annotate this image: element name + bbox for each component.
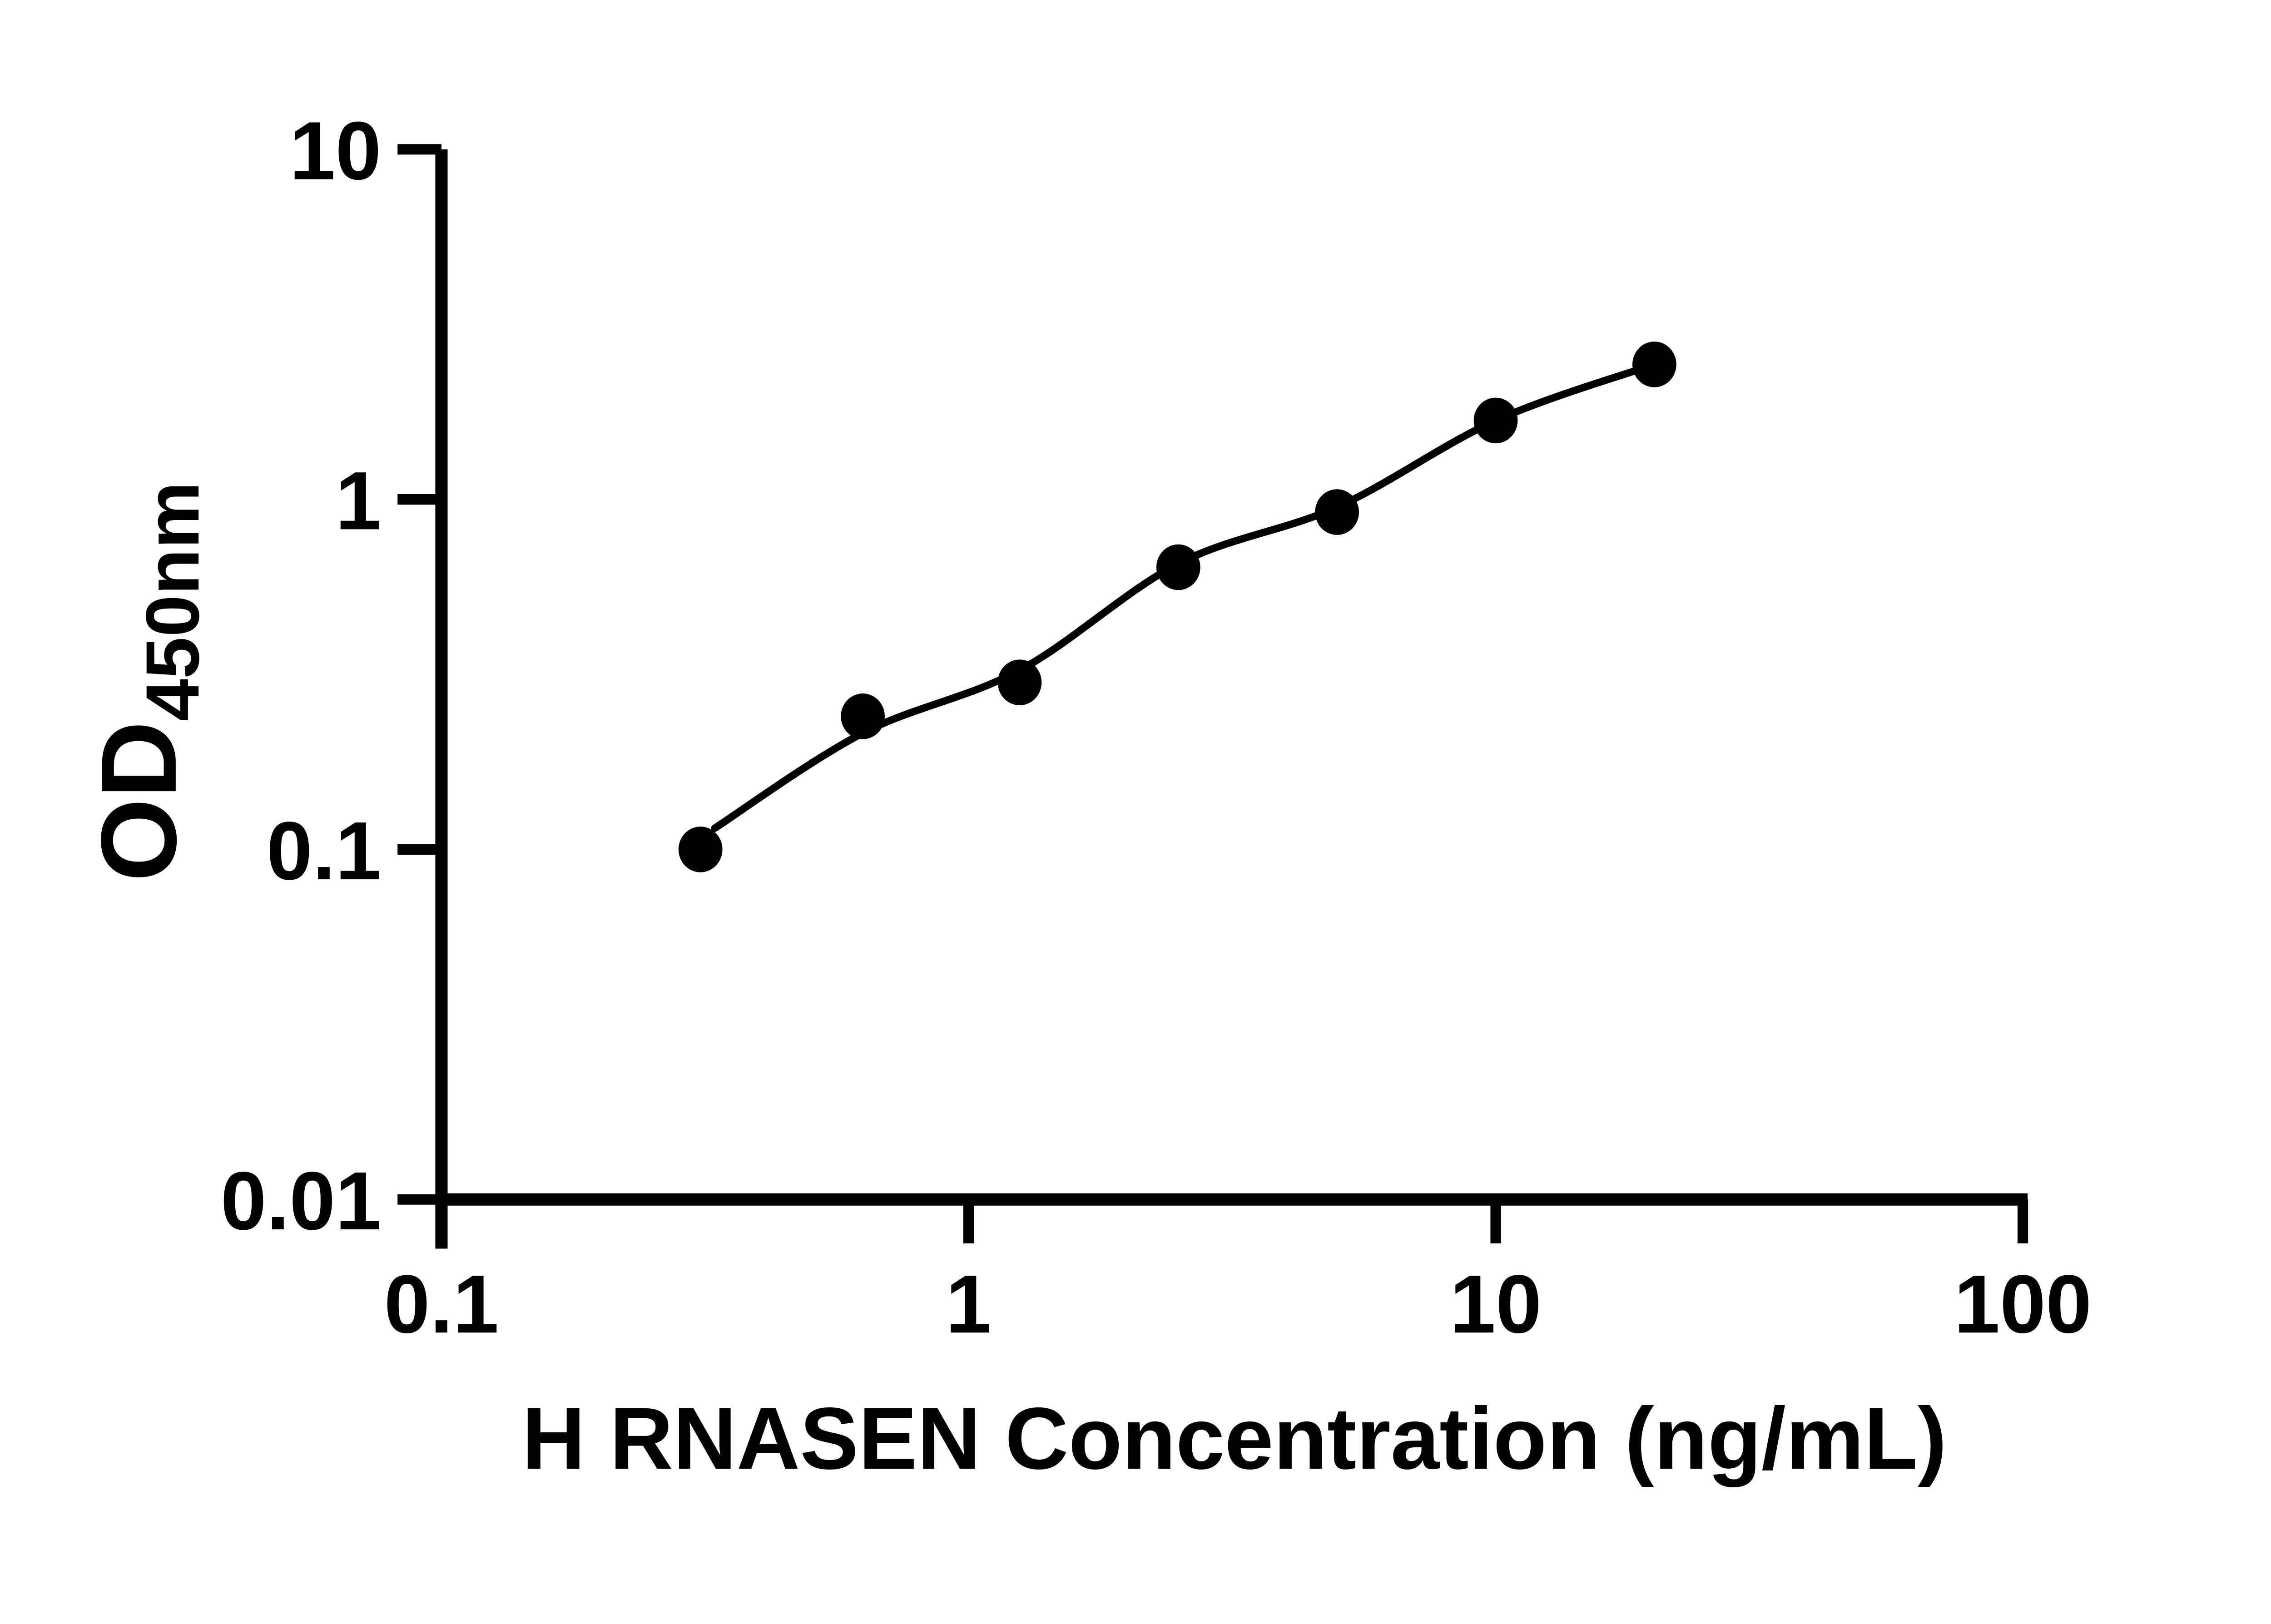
y-tick-label: 0.1	[267, 804, 382, 897]
y-axis-title-main: OD	[79, 721, 199, 881]
data-point	[841, 693, 885, 739]
elisa-standard-curve-figure: 10 1 0.1 0.01 0.1 1 10 100 H RNASEN Concentrati…	[79, 104, 2092, 1488]
data-point	[1156, 544, 1200, 590]
x-axis-title: H RNASEN Concentration (ng/mL)	[522, 1389, 1947, 1487]
x-tick-label: 10	[1450, 1258, 1542, 1350]
x-tick-label: 100	[1954, 1258, 2092, 1350]
x-tick-label: 0.1	[384, 1258, 499, 1350]
data-point	[678, 827, 723, 872]
y-axis-title-subscript: 450nm	[130, 481, 215, 721]
x-tick-label: 1	[946, 1258, 992, 1350]
data-point	[1632, 342, 1676, 387]
data-point	[1315, 489, 1359, 535]
y-axis-title: OD450nm	[79, 481, 215, 881]
y-tick-label: 1	[335, 454, 381, 547]
data-point	[1473, 397, 1518, 444]
y-tick-label: 10	[289, 104, 381, 197]
data-point	[997, 659, 1042, 705]
y-tick-label: 0.01	[221, 1154, 382, 1247]
data-points	[678, 342, 1676, 872]
axis-ticks	[397, 144, 2028, 1243]
axes	[435, 149, 2028, 1249]
